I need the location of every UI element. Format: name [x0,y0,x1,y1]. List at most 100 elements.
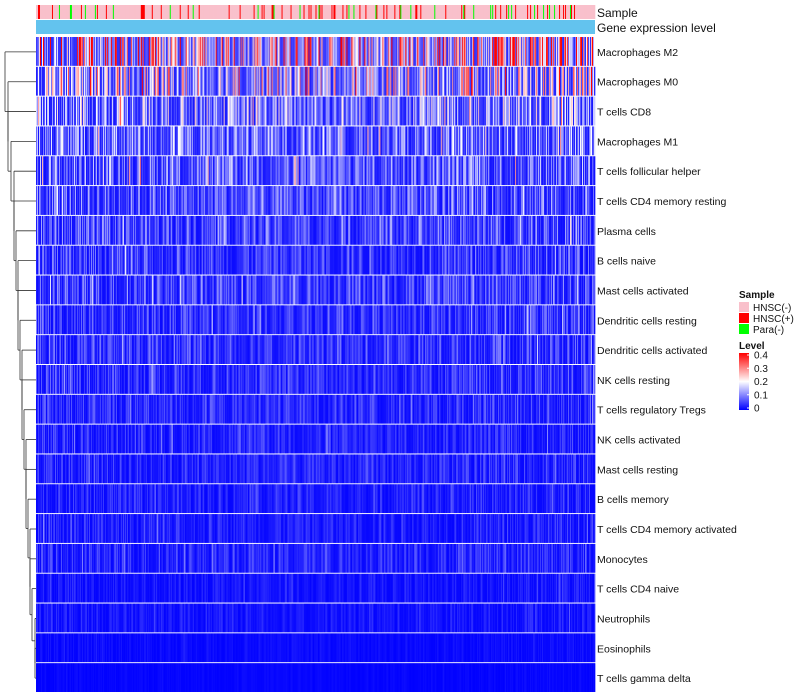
sample-annotation-cell [249,5,251,19]
heatmap-cell [151,215,154,245]
sample-annotation-cell [575,5,577,19]
heatmap-cell [544,156,546,186]
heatmap-cell [421,156,423,186]
sample-annotation-cell [309,5,311,19]
heatmap-cell [485,66,487,96]
heatmap-cell [437,156,439,186]
heatmap-cell [121,37,124,66]
heatmap-cell [88,37,91,66]
heatmap-cell [147,37,150,66]
heatmap-cell [243,126,245,156]
heatmap-cell [474,156,476,186]
heatmap-cell [535,37,537,66]
heatmap-cell [386,66,388,96]
heatmap-cell [394,156,396,186]
heatmap-cell [36,126,38,156]
heatmap-cell [413,96,415,126]
heatmap-cell [285,126,287,156]
heatmap-cell [239,215,241,245]
heatmap-cell [342,66,344,96]
heatmap-cell [315,156,317,186]
heatmap-cell [582,156,584,186]
heatmap-cell [545,37,547,66]
heatmap-cell [349,66,351,96]
sample-annotation-cell [521,5,523,19]
sample-annotation-cell [129,5,132,19]
heatmap-cell [550,186,552,215]
heatmap-cell [224,156,227,186]
heatmap-cell [586,186,588,215]
heatmap-cell [455,186,457,215]
sample-annotation-cell [211,5,213,19]
heatmap-cell [289,215,291,245]
sample-annotation-cell [77,5,80,19]
heatmap-cell [503,96,505,126]
heatmap-cell [175,96,178,126]
heatmap-cell [455,37,457,66]
heatmap-cell [126,96,129,126]
heatmap-cell [544,186,546,215]
heatmap-cell [333,186,335,215]
heatmap-cell [493,186,495,215]
heatmap-cell [446,186,448,215]
heatmap-cell [250,96,252,126]
heatmap-cell [356,186,358,215]
heatmap-cell [454,156,456,186]
heatmap-cell [282,215,284,245]
heatmap-cell [499,215,501,245]
heatmap-cell [398,96,400,126]
heatmap-cell [348,37,350,66]
heatmap-cell [196,126,199,156]
heatmap-cell [133,156,136,186]
sample-annotation-cell [520,5,522,19]
heatmap-cell [479,96,481,126]
heatmap-cell [194,186,197,215]
heatmap-cell [123,37,126,66]
sample-annotation-cell [348,5,350,19]
sample-annotation-cell [45,5,48,19]
heatmap-cell [453,126,455,156]
heatmap-cell [81,37,84,66]
heatmap-cell [57,37,60,66]
heatmap-row [36,215,596,245]
heatmap-cell [182,186,185,215]
sample-annotation-cell [336,5,338,19]
heatmap-cell [271,66,273,96]
heatmap-cell [364,66,366,96]
heatmap-cell [50,215,53,245]
heatmap-cell [249,96,251,126]
heatmap-cell [547,66,549,96]
heatmap-cell [363,215,365,245]
heatmap-cell [412,66,414,96]
heatmap-cell [87,96,90,126]
sample-annotation-cell [136,5,139,19]
sample-annotation-cell [291,5,293,19]
heatmap-cell [483,156,485,186]
heatmap-cell [41,186,44,215]
heatmap-cell [213,37,216,66]
heatmap-cell [369,37,371,66]
heatmap-cell [68,96,71,126]
heatmap-cell [308,215,310,245]
heatmap-cell [417,96,419,126]
heatmap-cell [491,186,493,215]
heatmap-cell [90,37,93,66]
heatmap-cell [537,156,539,186]
heatmap-cell [356,37,358,66]
heatmap-cell [222,215,225,245]
heatmap-cell [152,37,155,66]
heatmap-cell [579,126,581,156]
sample-annotation-cell [302,5,304,19]
heatmap-cell [50,96,53,126]
heatmap-cell [465,186,467,215]
heatmap-cell [58,66,61,96]
sample-annotation-cell [155,5,158,19]
sample-annotation-cell [495,5,497,19]
heatmap-cell [55,66,58,96]
heatmap-cell [344,96,346,126]
heatmap-cell [182,37,185,66]
heatmap-cell [495,186,497,215]
heatmap-cell [447,37,449,66]
heatmap-cell [150,126,153,156]
heatmap-cell [133,96,136,126]
